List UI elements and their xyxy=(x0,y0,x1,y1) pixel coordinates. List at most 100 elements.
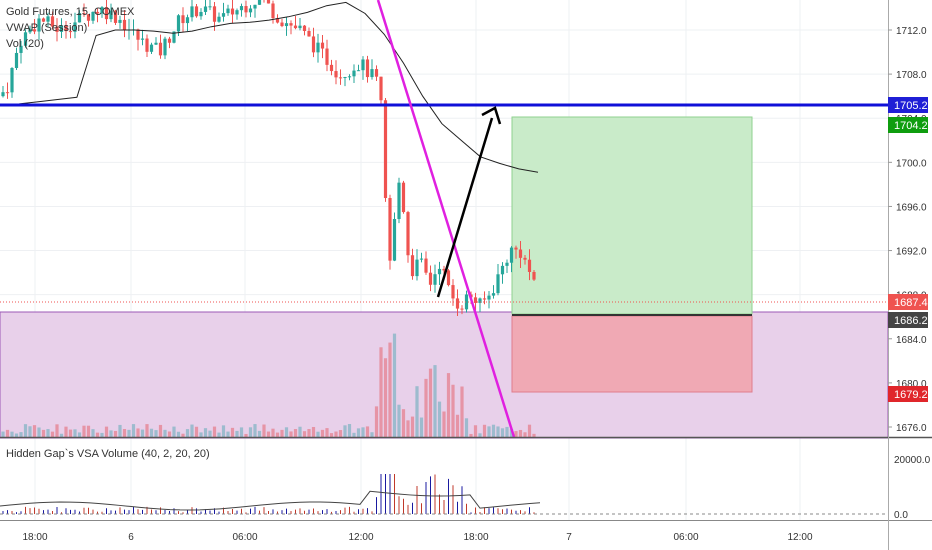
candle-body xyxy=(46,16,50,22)
candle-body xyxy=(401,182,406,213)
candle-body xyxy=(86,14,91,21)
volume-bar xyxy=(433,365,437,437)
candle-body xyxy=(28,29,32,33)
volume-bar xyxy=(523,432,527,437)
volume-bar xyxy=(50,431,55,437)
candle-body xyxy=(199,11,203,17)
stop-loss-box[interactable] xyxy=(511,315,753,393)
candle-body xyxy=(64,25,68,32)
candle-body xyxy=(527,259,532,272)
candle-body xyxy=(50,16,55,27)
price-tags: 1705.2 1704.2 1687.4 1686.2 1679.2 xyxy=(888,97,928,402)
candle-body xyxy=(424,258,428,273)
candle-body xyxy=(338,77,343,79)
candle-body xyxy=(149,44,154,52)
volume-bar xyxy=(14,433,19,437)
price-tag xyxy=(888,294,928,310)
candle-body xyxy=(217,16,221,22)
indicator-legend[interactable]: Hidden Gap`s VSA Volume (40, 2, 20, 20) xyxy=(6,448,210,460)
volume-bar xyxy=(145,424,149,437)
candle-body xyxy=(316,42,320,53)
volume-bar xyxy=(329,433,334,437)
volume-bar xyxy=(55,424,59,437)
volume-bar xyxy=(374,406,379,437)
candle-body xyxy=(203,6,208,12)
candle-body xyxy=(307,30,311,37)
volume-bar xyxy=(208,430,212,437)
volume-bar xyxy=(23,424,28,437)
volume-bar xyxy=(410,416,415,437)
volume-bar xyxy=(122,429,127,437)
volume-bar xyxy=(1,431,5,437)
volume-bar xyxy=(41,429,46,437)
volume-bar xyxy=(37,427,41,437)
candle-body xyxy=(347,76,352,78)
volume-bar xyxy=(289,431,293,437)
volume-bar xyxy=(388,342,392,437)
candles[interactable] xyxy=(1,0,536,316)
candle-body xyxy=(230,8,235,15)
volume-bar xyxy=(109,430,113,437)
price-tag xyxy=(888,386,928,402)
volume-bar xyxy=(194,426,199,437)
candle-body xyxy=(1,92,5,97)
candle-body xyxy=(113,10,118,23)
volume-bar xyxy=(59,433,64,437)
volume-bar xyxy=(518,429,523,437)
candle-body xyxy=(100,7,104,14)
volume-bar xyxy=(496,426,500,437)
volume-bar xyxy=(532,433,536,437)
candle-body xyxy=(41,18,46,22)
candle-body xyxy=(14,52,19,69)
volume-bar xyxy=(253,424,257,437)
volume-bar xyxy=(82,425,86,437)
price-tag-label: 1686.2 xyxy=(894,315,928,327)
candle-body xyxy=(167,38,172,43)
volume-bar xyxy=(302,431,307,437)
price-tick-label: 1696.0 xyxy=(896,202,927,213)
volume-bar xyxy=(361,427,365,437)
candle-body xyxy=(271,3,275,19)
volume-bar xyxy=(248,427,253,437)
candle-body xyxy=(37,18,41,32)
price-tick-label: 1692.0 xyxy=(896,247,927,258)
profit-target-box[interactable] xyxy=(511,116,753,315)
price-tag-label: 1687.4 xyxy=(894,297,928,309)
candle-body xyxy=(284,23,289,27)
volume-bar xyxy=(442,411,446,437)
candle-body xyxy=(176,15,181,32)
volume-bar xyxy=(464,418,469,437)
volume-bar xyxy=(230,427,235,437)
candle-body xyxy=(325,48,329,65)
vwap-legend[interactable]: VWAP (Session) xyxy=(6,22,88,34)
time-label: 06:00 xyxy=(232,532,257,543)
volume-bar xyxy=(95,432,100,437)
candle-body xyxy=(5,92,10,94)
volume-bar xyxy=(226,431,230,437)
volume-bar xyxy=(325,428,329,437)
candle-body xyxy=(280,22,284,27)
price-tick-label: 1684.0 xyxy=(896,335,927,346)
projection-arrow[interactable] xyxy=(436,106,502,298)
volume-bar xyxy=(401,409,406,437)
volume-bar xyxy=(68,429,73,437)
volume-bar xyxy=(158,424,163,437)
candle-body xyxy=(482,298,487,300)
price-tag-label: 1705.2 xyxy=(894,100,928,112)
time-label: 12:00 xyxy=(348,532,373,543)
downtrend-line[interactable] xyxy=(376,0,516,438)
time-axis[interactable]: 18:00 6 06:00 12:00 18:00 7 06:00 12:00 xyxy=(22,532,812,543)
candle-body xyxy=(275,18,280,23)
volume-bar xyxy=(280,429,284,437)
volume-bar xyxy=(343,425,347,437)
candle-body xyxy=(289,23,293,26)
candle-body xyxy=(365,59,370,78)
candle-body xyxy=(410,255,415,277)
candle-body xyxy=(320,42,325,49)
volume-bar xyxy=(257,430,262,437)
candle-body xyxy=(163,38,167,56)
symbol-title[interactable]: Gold Futures, 15, COMEX xyxy=(6,6,135,18)
vol-legend[interactable]: Vol (20) xyxy=(6,38,44,50)
